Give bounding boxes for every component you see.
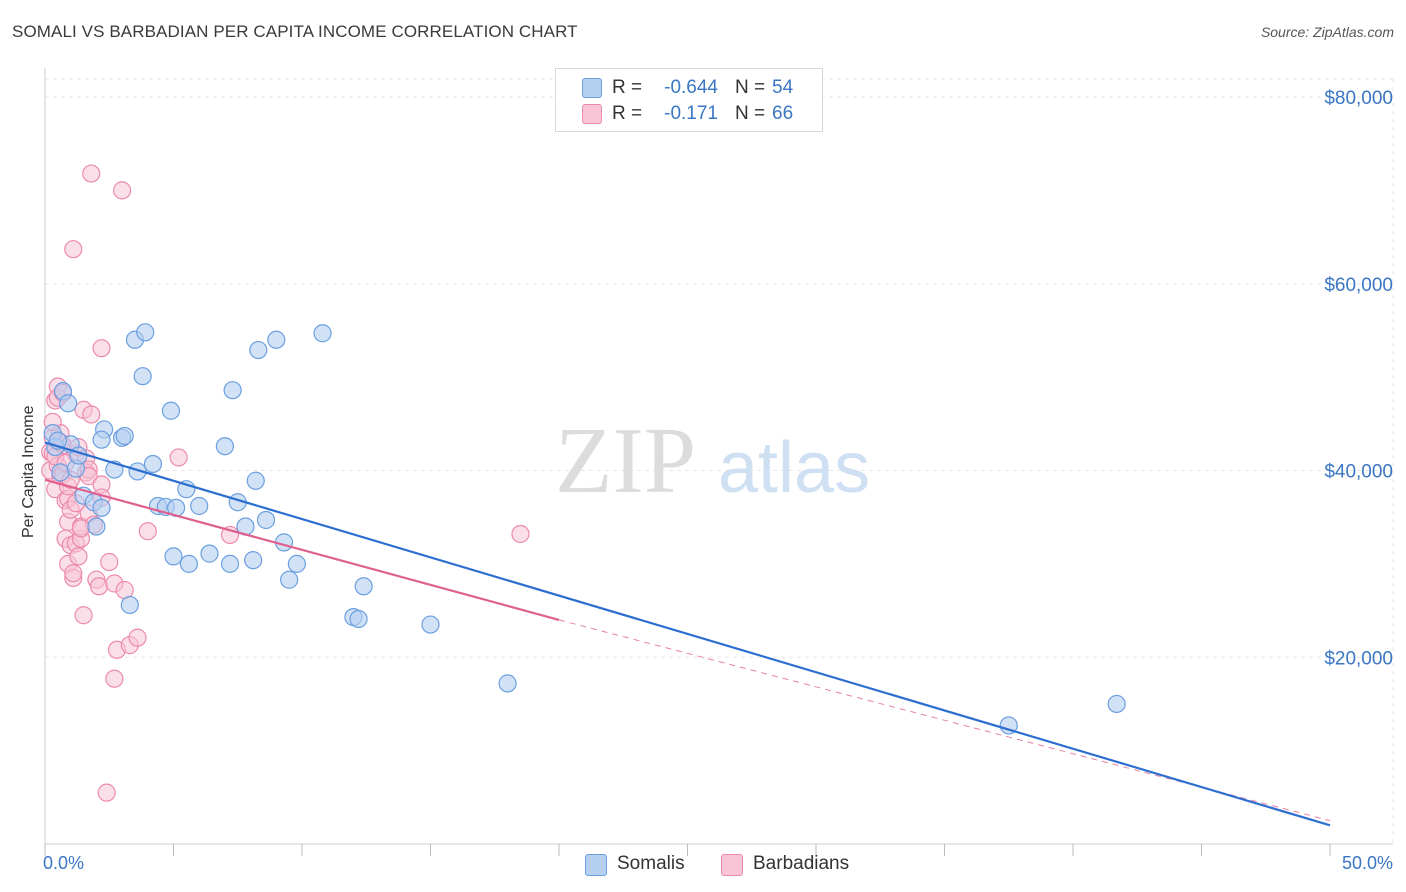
somali-point bbox=[287, 554, 306, 573]
somali-point bbox=[136, 323, 155, 342]
somali-point bbox=[161, 401, 181, 420]
somali-point bbox=[313, 324, 332, 343]
barbadian-trend-line bbox=[44, 478, 560, 621]
barbadian-point bbox=[138, 522, 157, 541]
legend-swatch-barbadians bbox=[582, 104, 602, 124]
somali-point bbox=[87, 517, 106, 536]
somali-point bbox=[999, 716, 1018, 735]
somali-point bbox=[59, 394, 78, 413]
legend-row-barbadians: R = -0.171 N = 66 bbox=[556, 101, 822, 127]
watermark-atlas: atlas bbox=[718, 428, 870, 508]
somali-point bbox=[498, 674, 517, 693]
y-tick-label: $60,000 bbox=[1324, 275, 1393, 296]
y-tick-label: $40,000 bbox=[1324, 462, 1393, 483]
somali-point bbox=[51, 463, 70, 482]
somali-point bbox=[120, 595, 139, 615]
somali-point bbox=[246, 471, 265, 490]
tick-labels: $20,000 $40,000 $60,000 $80,000 0.0% 50.0% bbox=[43, 88, 1393, 873]
y-tick-label: $80,000 bbox=[1324, 88, 1393, 109]
barbadian-point bbox=[64, 240, 83, 259]
x-tick-label: 50.0% bbox=[1342, 853, 1393, 873]
barbadian-point bbox=[100, 552, 119, 572]
somali-trend-line bbox=[44, 441, 1331, 827]
legend-swatch-somalis bbox=[582, 78, 602, 98]
somali-point bbox=[133, 367, 152, 386]
barbadian-point bbox=[64, 564, 83, 583]
trend-lines bbox=[44, 441, 1331, 827]
barbadian-point bbox=[82, 164, 101, 183]
somali-point bbox=[244, 551, 263, 570]
legend-n-value-barbadians: 66 bbox=[772, 103, 794, 124]
x-tick-label: 0.0% bbox=[43, 853, 84, 873]
stats-legend: R = -0.644 N = 54 R = -0.171 N = 66 bbox=[555, 68, 823, 132]
barbadian-point bbox=[74, 606, 93, 625]
somali-point bbox=[92, 498, 111, 517]
legend-n-label: N = bbox=[735, 77, 766, 98]
somali-point bbox=[267, 330, 286, 349]
barbadian-point bbox=[128, 628, 147, 647]
barbadian-point bbox=[71, 519, 91, 538]
watermark-zip: ZIP bbox=[555, 409, 696, 513]
barbadian-point bbox=[69, 547, 88, 566]
barbadian-points bbox=[41, 164, 530, 802]
somali-point bbox=[92, 430, 111, 449]
y-axis-label: Per Capita Income bbox=[20, 405, 37, 538]
legend-r-value-barbadians: -0.171 bbox=[664, 103, 718, 124]
barbadian-point bbox=[112, 181, 132, 200]
bottom-legend-swatch-barbadians bbox=[721, 854, 743, 876]
somali-point bbox=[349, 609, 368, 629]
barbadian-point bbox=[105, 669, 124, 688]
watermark: ZIP atlas bbox=[555, 409, 870, 513]
barbadian-point bbox=[511, 524, 530, 544]
somali-point bbox=[249, 340, 268, 360]
legend-r-label: R = bbox=[612, 77, 643, 98]
bottom-legend-label-barbadians: Barbadians bbox=[753, 853, 850, 874]
barbadian-point bbox=[82, 405, 101, 424]
legend-r-value-somalis: -0.644 bbox=[664, 77, 718, 98]
somali-point bbox=[200, 544, 219, 563]
legend-n-value-somalis: 54 bbox=[772, 77, 794, 98]
barbadian-point bbox=[97, 783, 116, 802]
somali-point bbox=[421, 615, 440, 634]
legend-row-somalis: R = -0.644 N = 54 bbox=[556, 75, 822, 101]
bottom-legend-swatch-somalis bbox=[585, 854, 607, 876]
somali-point bbox=[354, 577, 373, 596]
somali-point bbox=[115, 426, 134, 446]
somali-point bbox=[280, 570, 299, 589]
somali-point bbox=[143, 454, 163, 474]
somali-point bbox=[1107, 694, 1126, 714]
somali-point bbox=[164, 547, 183, 566]
barbadian-point bbox=[89, 577, 109, 596]
barbadian-point bbox=[169, 448, 188, 467]
somali-point bbox=[128, 462, 147, 481]
chart-source: Source: ZipAtlas.com bbox=[1260, 24, 1394, 40]
barbadian-point bbox=[92, 339, 111, 358]
somali-point bbox=[179, 554, 199, 573]
y-tick-label: $20,000 bbox=[1324, 648, 1393, 669]
legend-r-label: R = bbox=[612, 103, 643, 124]
bottom-legend-label-somalis: Somalis bbox=[617, 853, 685, 874]
somali-point bbox=[256, 510, 276, 530]
somali-point bbox=[215, 437, 234, 456]
legend-n-label: N = bbox=[735, 103, 766, 124]
somali-points bbox=[43, 323, 1126, 735]
somali-point bbox=[223, 381, 242, 400]
chart-title: SOMALI VS BARBADIAN PER CAPITA INCOME CO… bbox=[12, 22, 578, 41]
somali-point bbox=[220, 554, 240, 573]
somali-point bbox=[190, 496, 209, 516]
